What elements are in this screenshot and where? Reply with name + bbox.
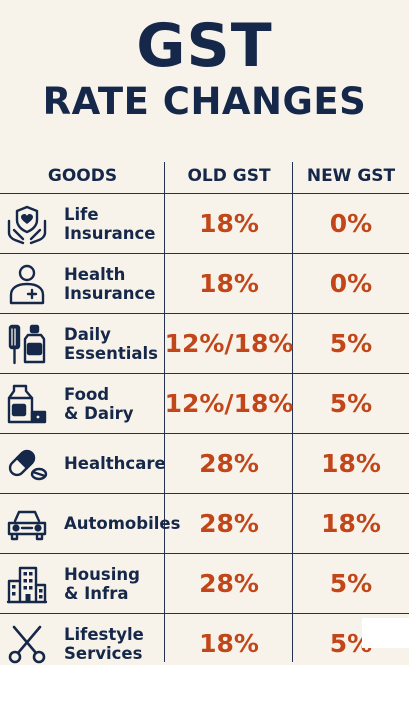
gst-table: GOODS OLD GST NEW GST Life Insurance 18%… [0, 162, 409, 673]
table-row: Housing & Infra 28% 5% [0, 554, 409, 614]
gst-poster: GST RATE CHANGES GOODS OLD GST NEW GST L… [0, 0, 409, 665]
scissors-icon [6, 623, 48, 665]
header-old-gst: OLD GST [187, 166, 271, 186]
milk-carton-icon [6, 383, 48, 425]
hands-shield-heart-icon [6, 203, 48, 245]
goods-label: Housing & Infra [64, 564, 140, 603]
buildings-icon [6, 563, 48, 605]
toothbrush-bottle-icon [6, 323, 48, 365]
new-gst-value: 5% [329, 569, 373, 598]
table-row: Lifestyle Services 18% 5% [0, 614, 409, 673]
new-gst-value: 5% [329, 389, 373, 418]
pill-capsule-icon [6, 443, 48, 485]
old-gst-value: 28% [199, 449, 259, 478]
new-gst-value: 18% [321, 509, 381, 538]
goods-label: Lifestyle Services [64, 624, 144, 663]
table-row: Daily Essentials 12%/18% 5% [0, 314, 409, 374]
old-gst-value: 28% [199, 509, 259, 538]
table-row: Automobiles 28% 18% [0, 494, 409, 554]
old-gst-value: 18% [199, 269, 259, 298]
header-new-gst: NEW GST [306, 166, 396, 186]
person-medical-icon [6, 263, 48, 305]
old-gst-value: 18% [199, 629, 259, 658]
table-row: Healthcare 28% 18% [0, 434, 409, 494]
old-gst-value: 28% [199, 569, 259, 598]
table-row: Food & Dairy 12%/18% 5% [0, 374, 409, 434]
title-gst: GST [136, 11, 273, 81]
car-icon [6, 503, 48, 545]
header-goods: GOODS [47, 166, 118, 186]
old-gst-value: 12%/18% [164, 389, 294, 418]
column-divider-1 [164, 162, 165, 662]
new-gst-value: 5% [329, 329, 373, 358]
goods-label: Food & Dairy [64, 384, 134, 423]
old-gst-value: 18% [199, 209, 259, 238]
new-gst-value: 0% [329, 209, 373, 238]
table-row: Life Insurance 18% 0% [0, 194, 409, 254]
new-gst-value: 0% [329, 269, 373, 298]
column-divider-2 [292, 162, 293, 662]
goods-label: Life Insurance [64, 204, 156, 243]
overlay-patch [362, 618, 409, 648]
table-header: GOODS OLD GST NEW GST [0, 162, 409, 194]
goods-label: Health Insurance [64, 264, 156, 303]
goods-label: Automobiles [64, 514, 181, 533]
goods-label: Daily Essentials [64, 324, 159, 363]
old-gst-value: 12%/18% [164, 329, 294, 358]
goods-label: Healthcare [64, 454, 166, 473]
table-row: Health Insurance 18% 0% [0, 254, 409, 314]
new-gst-value: 18% [321, 449, 381, 478]
title-rate-changes: RATE CHANGES [42, 80, 367, 123]
